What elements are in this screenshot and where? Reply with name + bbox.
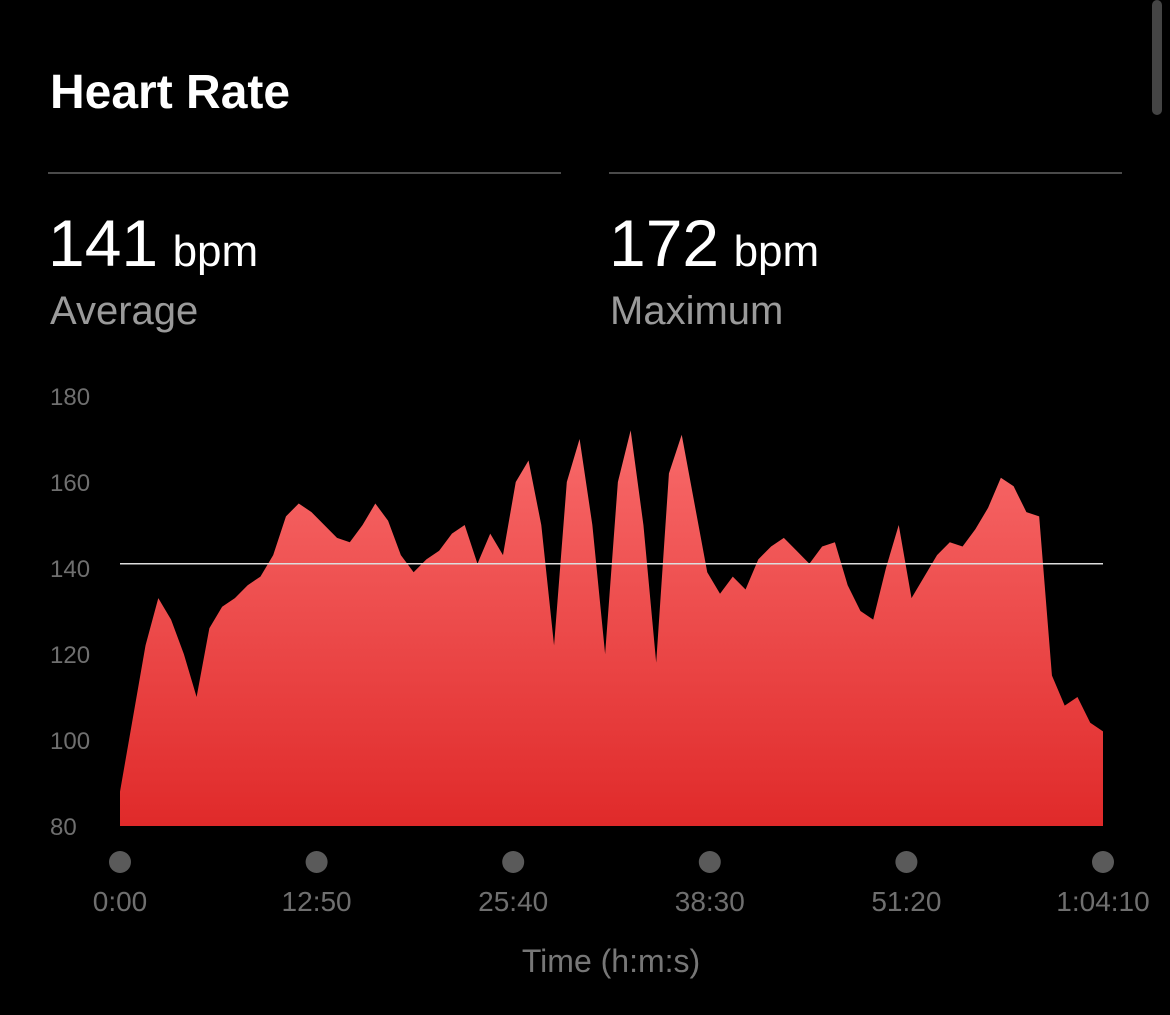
x-tick-label: 1:04:10 bbox=[1056, 886, 1149, 917]
x-tick-dot bbox=[698, 851, 721, 873]
stat-value: 141 bbox=[48, 206, 158, 280]
stat-label: Average bbox=[50, 289, 198, 333]
y-tick-label: 80 bbox=[50, 814, 77, 841]
heart-rate-area bbox=[120, 430, 1103, 826]
stat-value: 172 bbox=[609, 206, 719, 280]
stat-average: 141 bpm bbox=[48, 206, 258, 280]
x-tick-dot bbox=[109, 851, 131, 873]
y-tick-label: 160 bbox=[50, 470, 90, 497]
x-tick-dot bbox=[895, 851, 918, 873]
x-tick-dot bbox=[1092, 851, 1114, 873]
x-tick-label: 0:00 bbox=[93, 886, 148, 917]
stat-unit: bpm bbox=[173, 227, 259, 276]
y-tick-label: 100 bbox=[50, 728, 90, 755]
y-tick-label: 180 bbox=[50, 384, 90, 411]
title: Heart Rate bbox=[50, 66, 290, 119]
stat-label: Maximum bbox=[610, 289, 783, 333]
x-tick-label: 38:30 bbox=[675, 886, 745, 917]
x-tick-dot bbox=[502, 851, 525, 873]
y-tick-label: 120 bbox=[50, 642, 90, 669]
x-tick-label: 25:40 bbox=[478, 886, 548, 917]
x-tick-dot bbox=[305, 851, 328, 873]
x-tick-label: 12:50 bbox=[282, 886, 352, 917]
scrollbar[interactable] bbox=[1152, 0, 1162, 115]
x-tick-label: 51:20 bbox=[871, 886, 941, 917]
stat-unit: bpm bbox=[734, 227, 820, 276]
x-axis-label: Time (h:m:s) bbox=[522, 943, 700, 979]
stat-maximum: 172 bpm bbox=[609, 206, 819, 280]
y-tick-label: 140 bbox=[50, 556, 90, 583]
